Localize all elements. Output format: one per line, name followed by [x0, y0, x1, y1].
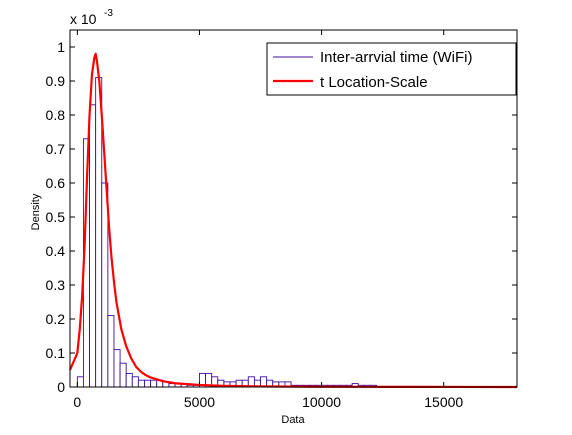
y-tick-label: 0.7 [46, 141, 66, 157]
y-tick-label: 0.9 [46, 73, 66, 89]
legend: Inter-arrvial time (WiFi) t Location-Sca… [266, 42, 517, 96]
histogram-bar [144, 379, 152, 388]
x-tick-label: 10000 [302, 394, 341, 410]
x-tick-label: 0 [73, 394, 81, 410]
x-tick-label: 15000 [424, 394, 463, 410]
histogram-bar [95, 77, 103, 388]
y-exponent-power: -3 [104, 8, 113, 19]
legend-label-histogram: Inter-arrvial time (WiFi) [320, 49, 473, 66]
y-tick-label: 0.2 [46, 311, 66, 327]
y-tick-label: 0.5 [46, 209, 66, 225]
histogram-bar [89, 104, 97, 388]
histogram-bar [113, 349, 121, 388]
histogram-bar [150, 379, 158, 388]
histogram-bar [107, 315, 115, 388]
histogram-bar [137, 379, 145, 388]
y-axis-label: Density [30, 193, 42, 230]
histogram-bar [131, 376, 139, 388]
y-tick-label: 0.8 [46, 107, 66, 123]
fit-line-t-location-scale [68, 52, 518, 389]
x-axis-ticks: 0 5000 10000 15000 [73, 30, 463, 410]
legend-box [266, 42, 517, 96]
histogram-bar [119, 362, 127, 388]
y-exponent-base: x 10 [70, 11, 97, 27]
legend-label-fit: t Location-Scale [320, 74, 428, 91]
histogram-bar [101, 182, 109, 388]
y-tick-label: 0.3 [46, 277, 66, 293]
y-tick-label: 1 [57, 39, 65, 55]
y-tick-label: 0.4 [46, 243, 66, 259]
y-tick-label: 0 [57, 379, 65, 395]
x-tick-label: 5000 [184, 394, 215, 410]
x-axis-label: Data [281, 414, 305, 426]
plot-frame [69, 29, 518, 388]
y-tick-label: 0.6 [46, 175, 66, 191]
y-axis-ticks: 0 0.1 0.2 0.3 0.4 0.5 0.6 0.7 0.8 0.9 1 [46, 39, 517, 395]
histogram-bar [76, 376, 84, 388]
y-tick-label: 0.1 [46, 345, 66, 361]
histogram-bar [125, 372, 133, 388]
